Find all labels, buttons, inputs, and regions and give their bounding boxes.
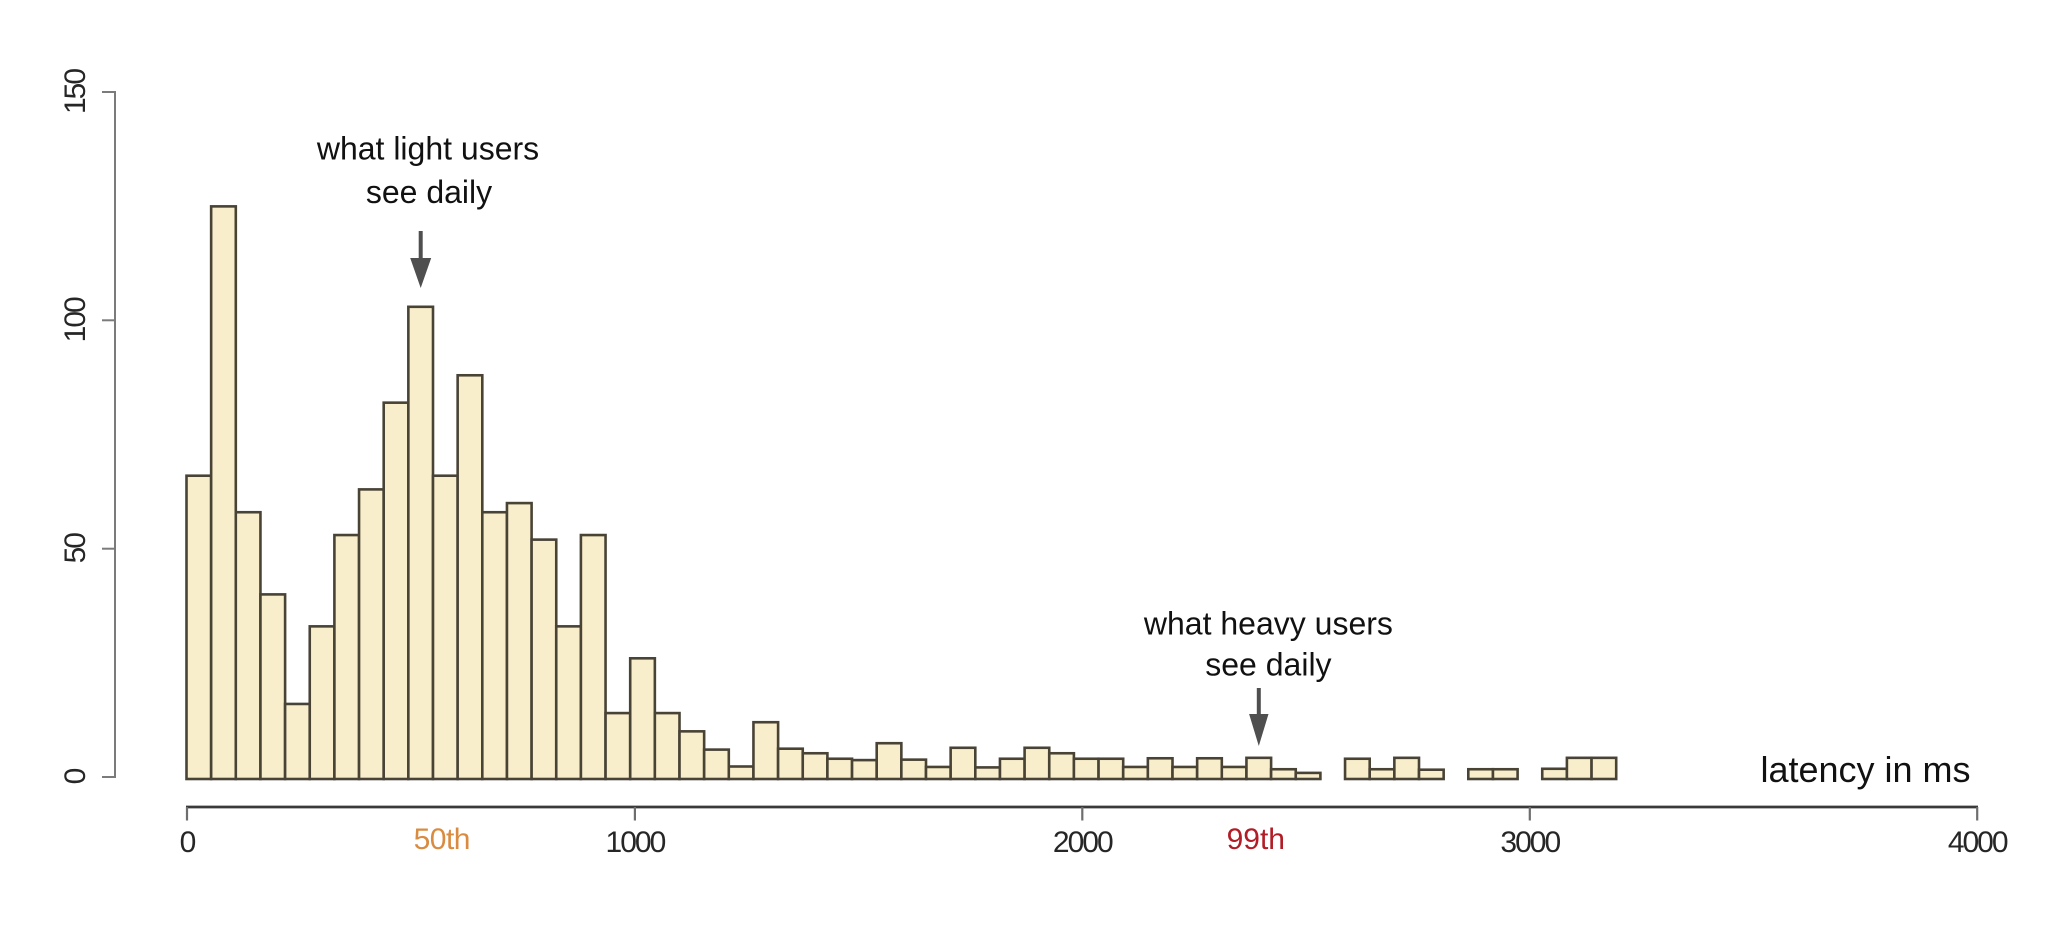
svg-text:99th: 99th xyxy=(1227,823,1285,856)
svg-text:2000: 2000 xyxy=(1053,826,1113,859)
svg-text:see daily: see daily xyxy=(366,174,492,210)
svg-text:4000: 4000 xyxy=(1948,826,2008,859)
svg-text:3000: 3000 xyxy=(1500,826,1560,859)
svg-text:0: 0 xyxy=(180,826,196,859)
svg-text:what light users: what light users xyxy=(316,131,539,167)
svg-text:150: 150 xyxy=(59,69,92,114)
svg-text:see daily: see daily xyxy=(1205,646,1331,682)
svg-text:50: 50 xyxy=(59,533,92,564)
svg-text:0: 0 xyxy=(59,768,92,784)
svg-text:latency in ms: latency in ms xyxy=(1760,749,1970,790)
svg-text:50th: 50th xyxy=(414,823,470,856)
svg-text:what heavy users: what heavy users xyxy=(1143,606,1393,642)
svg-text:1000: 1000 xyxy=(606,826,666,859)
svg-text:100: 100 xyxy=(59,297,92,342)
